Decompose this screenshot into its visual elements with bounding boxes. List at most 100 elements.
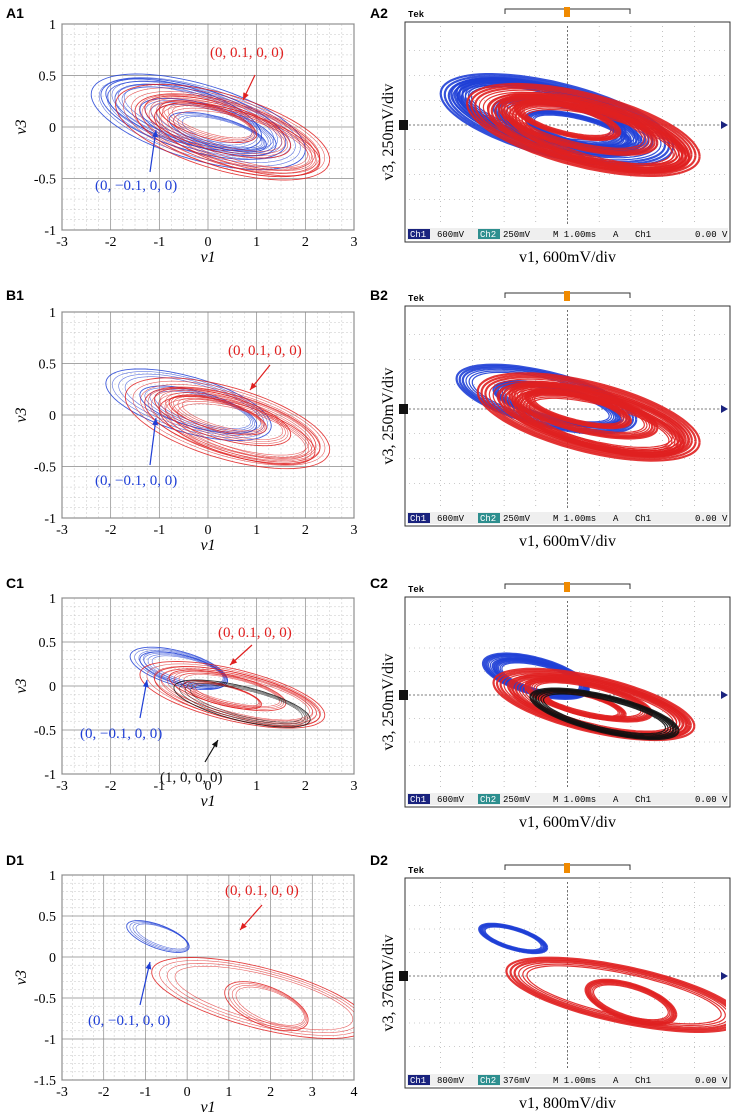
x-tick-label: 3 — [351, 235, 358, 250]
scope-trace-red — [480, 374, 697, 460]
scope-trace-red — [521, 679, 677, 734]
x-tick-label: -1 — [140, 1085, 152, 1100]
arrow-head — [142, 680, 149, 688]
hud-text: 800mV — [437, 1076, 465, 1086]
hud-text: 250mV — [503, 514, 531, 524]
orbit-red — [160, 105, 317, 174]
scope-x-label: v1, 800mV/div — [519, 1095, 616, 1112]
hud-text: Ch1 — [635, 795, 651, 805]
scope-trace-red — [476, 372, 701, 462]
scope-y-label: v3, 250mV/div — [380, 654, 397, 751]
x-tick-label: 0 — [205, 779, 212, 794]
series-red — [124, 377, 331, 470]
orbit-red — [144, 386, 321, 464]
orbit-red — [177, 397, 264, 433]
x-tick-label: -3 — [56, 523, 68, 538]
ch-arrow-icon — [721, 405, 728, 413]
sim-panel-A: A1 -3 -2 -1 0 1 2 3 1 0.5 0 -0.5 -1 v1 v3 (0, 0.1, 0, 0… — [6, 5, 358, 266]
panel-label: A2 — [370, 5, 388, 21]
x-tick-label: 4 — [351, 1085, 358, 1100]
orbit-red — [163, 102, 256, 142]
orbit-red — [159, 390, 289, 444]
scope-trace-red — [528, 397, 670, 450]
x-tick-label: 2 — [302, 235, 309, 250]
trajectories — [105, 368, 331, 470]
scope-trace-red — [513, 384, 654, 438]
x-tick-label: 1 — [253, 779, 260, 794]
annotation-arrow — [149, 417, 157, 466]
x-tick-label: 2 — [302, 779, 309, 794]
y-tick-label: -1 — [44, 224, 56, 239]
panel-label: C2 — [370, 575, 388, 591]
hud-text: Ch2 — [480, 795, 496, 805]
orbit-blue — [129, 646, 228, 691]
y-tick-label: -1 — [44, 512, 56, 527]
orbit-red — [148, 99, 313, 171]
scope-trace-red — [508, 100, 691, 174]
scope-traces — [478, 922, 726, 1034]
orbit-red — [138, 94, 316, 170]
x-tick-label: 1 — [253, 523, 260, 538]
scope-trace-red — [487, 91, 691, 174]
orbit-red — [173, 110, 310, 169]
orbit-red — [166, 962, 354, 1034]
orbit-blue — [132, 922, 189, 951]
scope-trace-red — [508, 382, 659, 440]
orbit-red — [171, 400, 309, 460]
x-tick-label: -3 — [56, 235, 68, 250]
orbit-red — [174, 965, 354, 1031]
x-tick-label: 2 — [267, 1085, 274, 1100]
hud-text: 0.00 V — [695, 795, 728, 805]
scope-brand: Tek — [408, 866, 425, 876]
hud-text: Ch2 — [480, 1076, 496, 1086]
annotation-label: (1, 0, 0, 0) — [160, 770, 223, 786]
hud-channel-badge — [408, 1075, 430, 1085]
scope-trace-red — [516, 391, 682, 457]
hud-text: A — [613, 1076, 619, 1086]
scope-traces — [455, 363, 701, 462]
hud-text: M 1.00ms — [553, 230, 596, 240]
hud-text: Ch2 — [480, 230, 496, 240]
scope-x-label: v1, 600mV/div — [519, 814, 616, 831]
hud-text: M 1.00ms — [553, 795, 596, 805]
scope-trace-red — [523, 103, 612, 137]
orbit-red — [115, 83, 331, 181]
orbit-red — [158, 395, 316, 465]
scope-panel-D: D2 Tek Ch1 800mV Ch2 376mV M 1.00ms A Ch1 0.00 V v… — [370, 852, 731, 1112]
ch1-marker-icon — [399, 120, 408, 130]
scope-trace-red — [514, 103, 684, 171]
hud-text: A — [613, 514, 619, 524]
x-tick-label: -1 — [153, 779, 165, 794]
orbit-red — [165, 398, 313, 463]
y-tick-label: 0.5 — [39, 636, 57, 651]
arrow-head — [230, 658, 238, 665]
hud-text: 600mV — [437, 795, 465, 805]
x-tick-label: 2 — [302, 523, 309, 538]
hud-text: 250mV — [503, 795, 531, 805]
orbit-red — [228, 983, 308, 1030]
hud-channel-badge — [478, 513, 500, 523]
scope-trace-red — [522, 963, 726, 1027]
orbit-blue — [139, 651, 228, 689]
orbit-red — [173, 672, 310, 721]
annotation-arrow — [149, 129, 157, 173]
hud-text: Ch1 — [635, 1076, 651, 1086]
scope-panel-A: A2 Tek Ch1 600mV Ch2 250mV M 1.00ms A Ch1 0.00 V v… — [370, 5, 731, 266]
hud-text: Ch1 — [635, 230, 651, 240]
hud-channel-badge — [408, 513, 430, 523]
scope-y-label: v3, 376mV/div — [380, 935, 397, 1032]
scope-trace-red — [519, 102, 616, 138]
annotation-label: (0, −0.1, 0, 0) — [95, 473, 177, 489]
orbit-red — [173, 671, 285, 710]
scope-trace-red — [587, 980, 675, 1024]
arrow-head — [152, 418, 159, 426]
hud-channel-badge — [408, 229, 430, 239]
x-axis-label: v1 — [200, 537, 215, 554]
series-red — [115, 83, 331, 181]
ch1-marker-icon — [399, 690, 408, 700]
trigger-marker-icon — [564, 7, 570, 17]
orbit-red — [151, 957, 354, 1039]
y-tick-label: 1 — [49, 18, 56, 33]
ch-arrow-icon — [721, 121, 728, 129]
scope-panel-B: B2 Tek Ch1 600mV Ch2 250mV M 1.00ms A Ch1 0.00 V v… — [370, 287, 731, 550]
